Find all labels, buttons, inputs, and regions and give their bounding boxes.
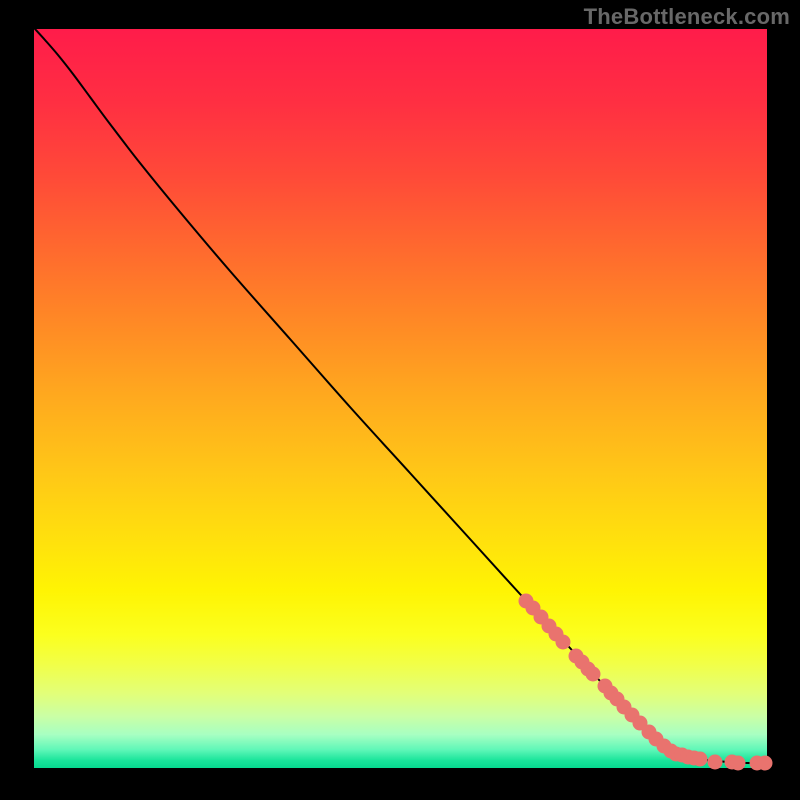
watermark-text: TheBottleneck.com	[584, 4, 790, 30]
gradient-background	[34, 29, 767, 768]
data-point	[693, 752, 708, 767]
data-point	[586, 667, 601, 682]
data-point	[731, 756, 746, 771]
chart-svg	[0, 0, 800, 800]
data-point	[758, 756, 773, 771]
chart-root: TheBottleneck.com	[0, 0, 800, 800]
data-point	[556, 635, 571, 650]
data-point	[708, 755, 723, 770]
